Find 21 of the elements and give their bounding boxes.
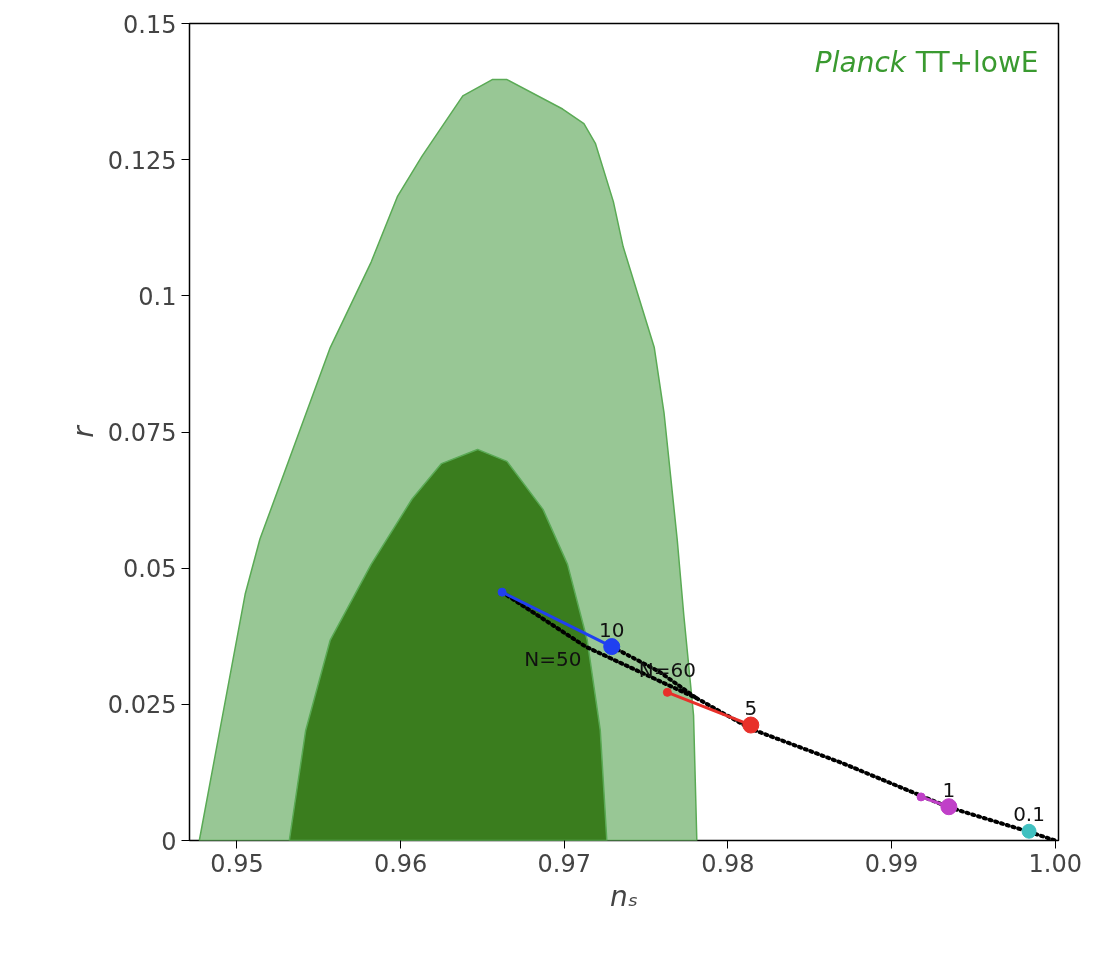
x-tick-label: 0.96: [373, 849, 428, 878]
annotation: 0.1: [1013, 802, 1045, 827]
y-tick-label: 0: [161, 827, 177, 856]
y-axis-title: r: [66, 424, 100, 438]
x-tick-label: 0.98: [701, 849, 755, 878]
annotation: 10: [599, 617, 625, 642]
annotation: N=50: [524, 646, 582, 671]
x-tick-label: 0.97: [537, 849, 591, 878]
y-tick-label: 0.05: [123, 555, 177, 584]
x-tick-label: 0.95: [210, 849, 264, 878]
y-tick-label: 0.15: [123, 10, 177, 39]
x-axis-title: nₛ: [609, 879, 639, 913]
y-tick-label: 0.075: [107, 419, 177, 447]
annotation: Planck TT+lowE: [814, 45, 1039, 79]
y-tick-label: 0.1: [138, 282, 177, 311]
annotation: 1: [942, 777, 956, 802]
y-tick-label: 0.125: [107, 146, 177, 175]
annotation: 5: [744, 696, 758, 721]
y-tick-label: 0.025: [107, 691, 177, 720]
x-tick-label: 0.99: [864, 849, 919, 878]
x-tick-label: 1.00: [1028, 849, 1082, 878]
